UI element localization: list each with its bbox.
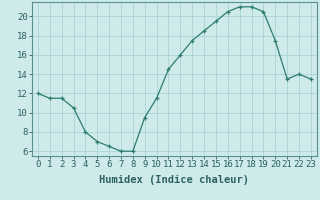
X-axis label: Humidex (Indice chaleur): Humidex (Indice chaleur): [100, 175, 249, 185]
